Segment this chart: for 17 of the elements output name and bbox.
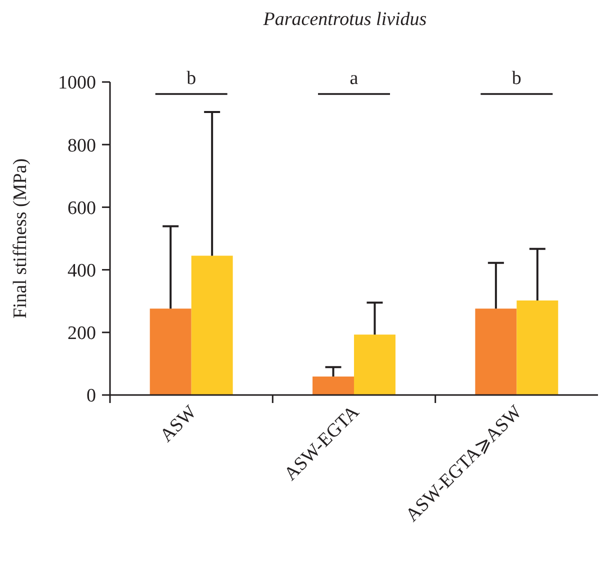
y-tick-label: 200 xyxy=(68,323,96,344)
y-tick-label: 0 xyxy=(86,386,96,407)
y-tick-label: 600 xyxy=(68,198,96,219)
bar xyxy=(475,308,517,395)
chart-title: Paracentrotus lividus xyxy=(262,9,427,30)
annotation: a xyxy=(350,68,359,89)
y-axis-title: Final stiffness (MPa) xyxy=(10,158,31,319)
bar xyxy=(354,334,396,395)
annotation: b xyxy=(186,68,196,89)
bar xyxy=(150,308,192,395)
y-tick-label: 800 xyxy=(68,135,96,156)
bar xyxy=(516,300,558,395)
annotation: b xyxy=(512,68,522,89)
y-tick-label: 1000 xyxy=(58,72,96,94)
y-tick-label: 400 xyxy=(68,260,96,282)
bar xyxy=(312,376,354,395)
bar xyxy=(191,256,233,395)
